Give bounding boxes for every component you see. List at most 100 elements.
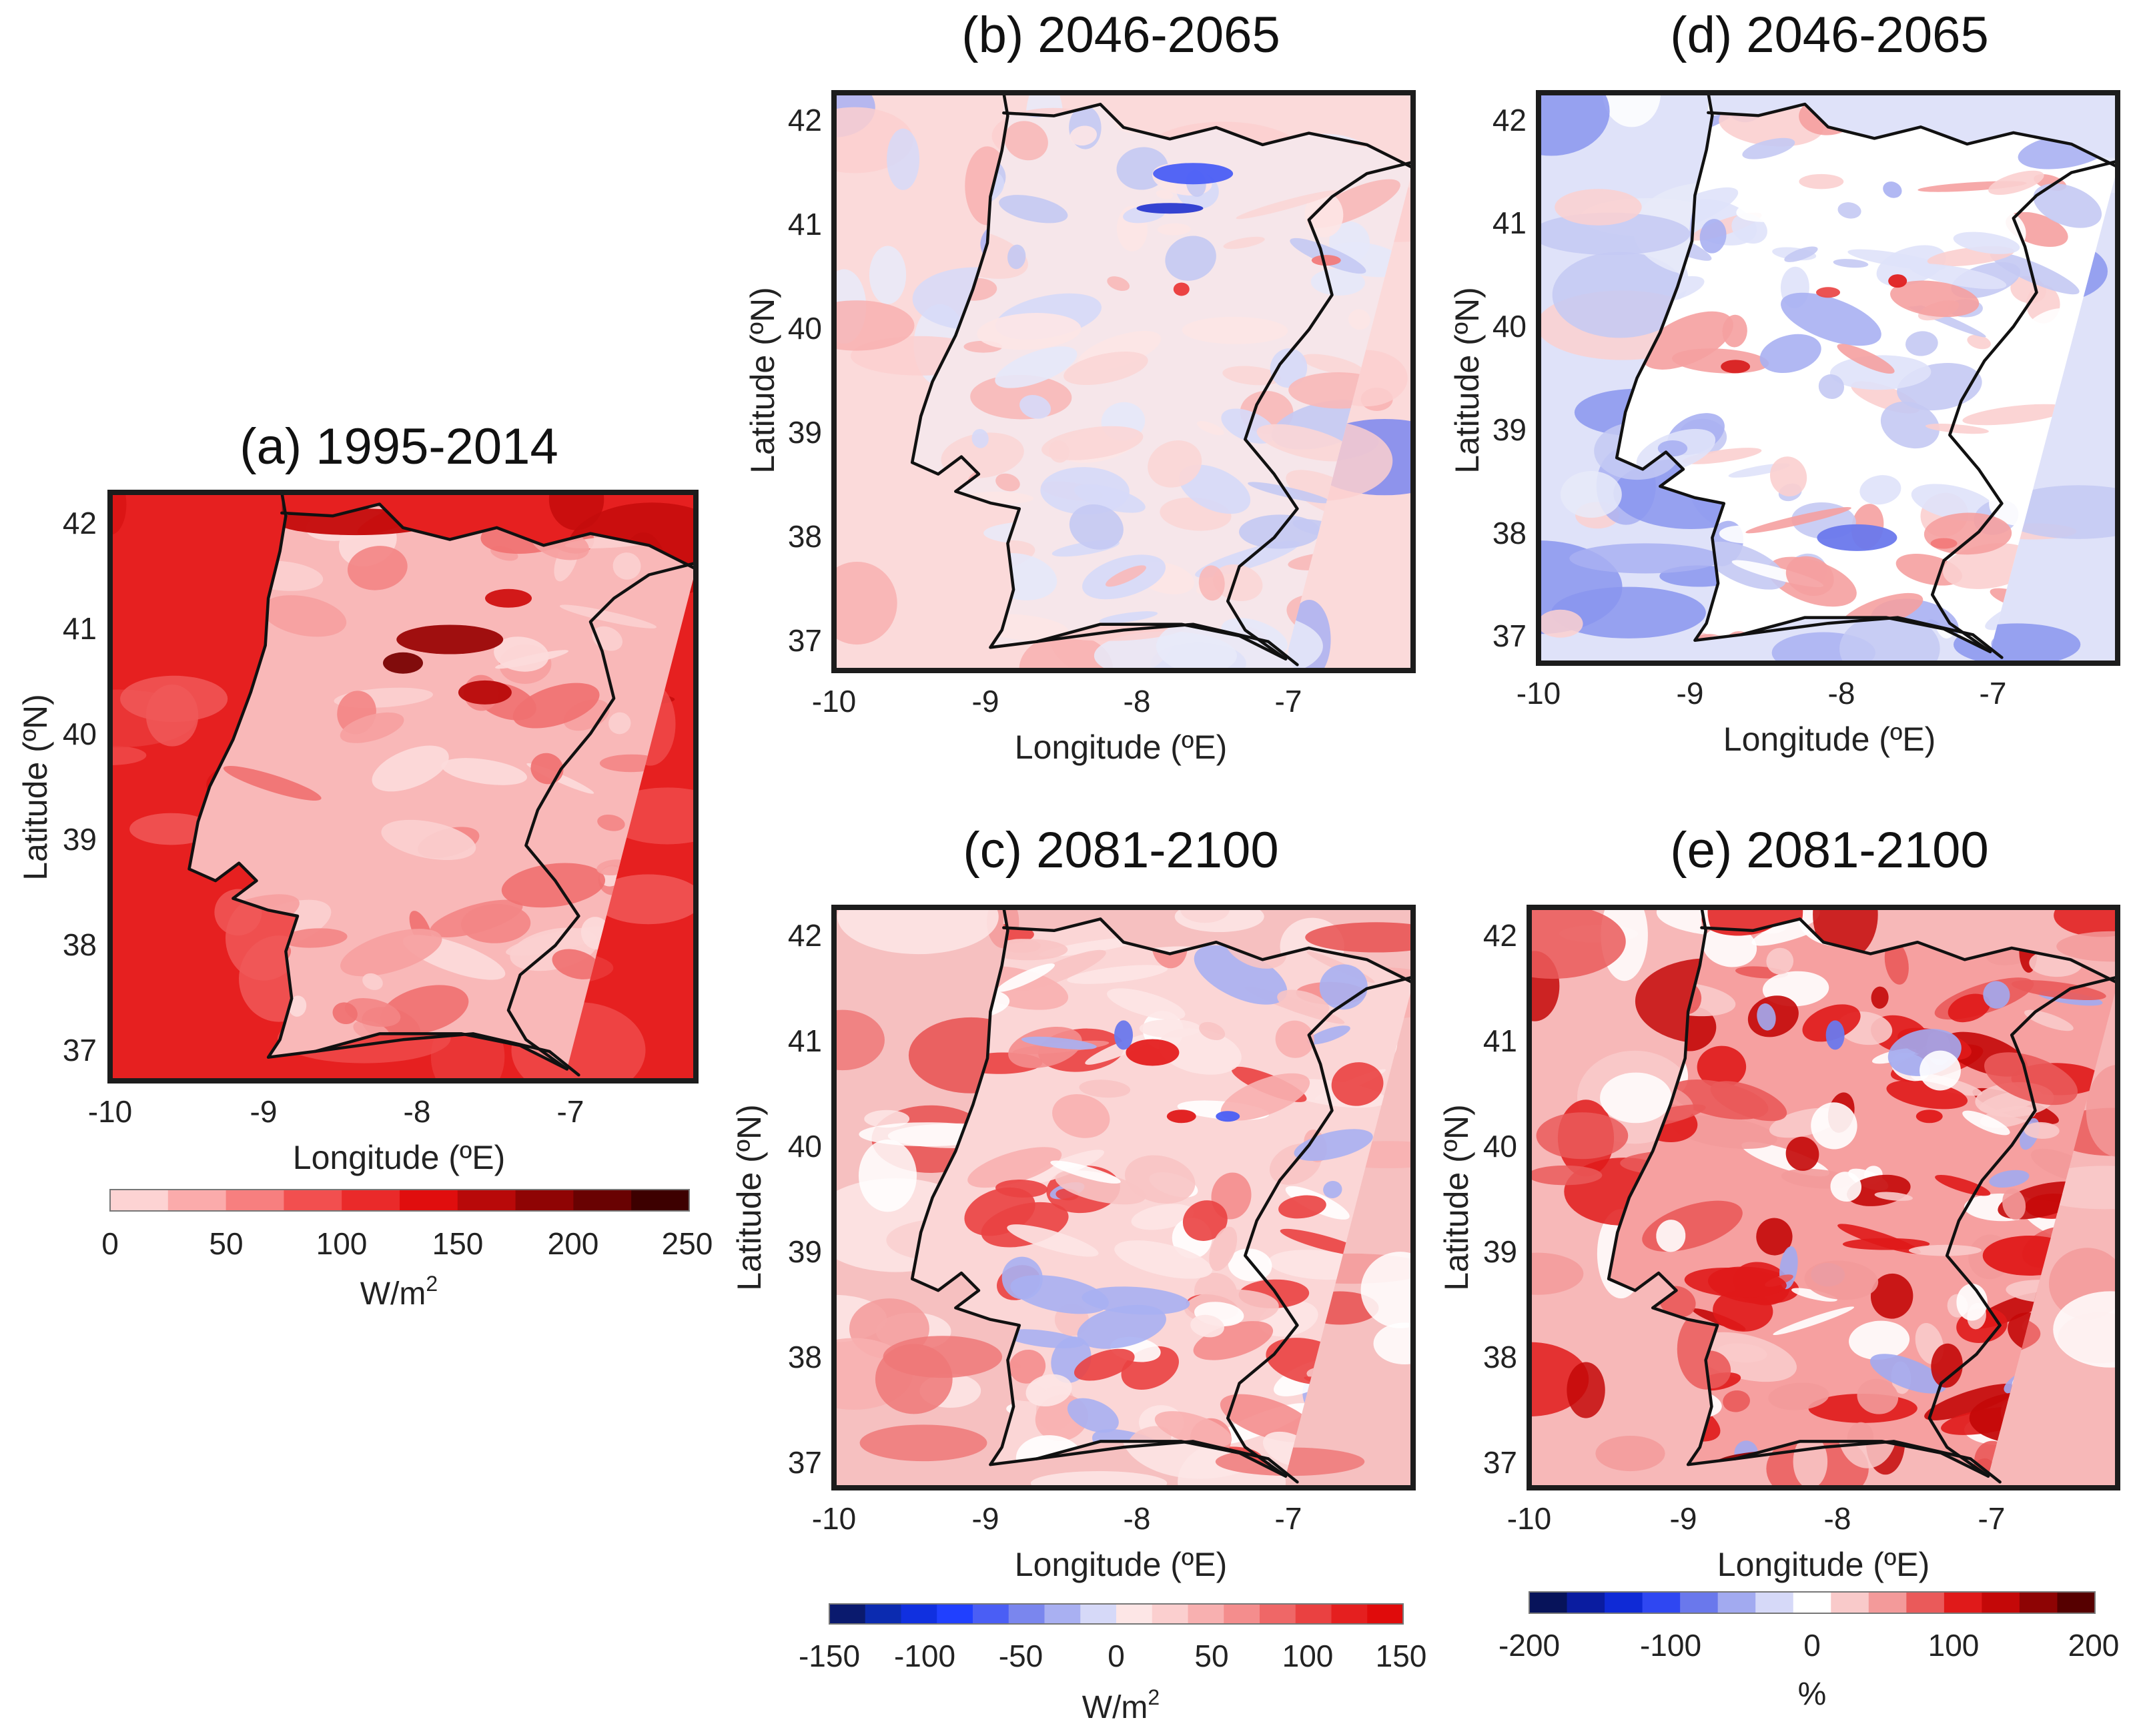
contour-patch bbox=[1656, 1220, 1686, 1252]
contour-patch bbox=[1990, 252, 2080, 295]
contour-patch bbox=[1307, 1025, 1350, 1045]
x-axis-label: Longitude (ºE) bbox=[1723, 721, 1936, 758]
colorbar-tick: -200 bbox=[1499, 1628, 1560, 1663]
colorbar-swatch bbox=[1567, 1592, 1605, 1613]
contour-patch bbox=[864, 1110, 910, 1128]
contour-patch bbox=[612, 552, 641, 580]
colorbar-swatch bbox=[2057, 1592, 2096, 1613]
colorbar-tick: -100 bbox=[1640, 1628, 1701, 1663]
contour-patch bbox=[1682, 448, 1762, 464]
y-axis-label: Latitude (ºN) bbox=[744, 287, 781, 474]
y-tick-label: 37 bbox=[788, 623, 822, 658]
colorbar-tick: -100 bbox=[894, 1639, 955, 1673]
contour-patch bbox=[1983, 981, 2010, 1009]
contour-field bbox=[110, 492, 696, 1081]
y-tick-label: 42 bbox=[788, 918, 822, 953]
colorbar-swatch bbox=[1152, 1604, 1189, 1624]
contour-patch bbox=[834, 300, 915, 351]
contour-patch bbox=[1781, 292, 1881, 346]
x-tick-label: -9 bbox=[1670, 1501, 1697, 1536]
contour-patch bbox=[995, 473, 1020, 492]
contour-patch bbox=[1672, 1115, 1777, 1150]
colorbar-tick: 100 bbox=[1928, 1628, 1980, 1663]
panel-title: (c) 2081-2100 bbox=[963, 822, 1278, 879]
contour-patch bbox=[1003, 1329, 1084, 1348]
contour-patch bbox=[441, 758, 528, 785]
y-tick-label: 37 bbox=[788, 1445, 822, 1480]
contour-patch bbox=[2024, 1122, 2060, 1139]
contour-patch bbox=[1641, 311, 1733, 370]
contour-patch bbox=[129, 813, 213, 845]
x-tick-label: -10 bbox=[88, 1094, 132, 1129]
colorbar-tick: 200 bbox=[2068, 1628, 2120, 1663]
contour-patch bbox=[1693, 138, 1784, 183]
map-frame bbox=[831, 90, 1416, 673]
contour-patch bbox=[1859, 475, 1901, 505]
contour-patch bbox=[340, 929, 442, 977]
contour-patch bbox=[997, 963, 1055, 992]
contour-patch bbox=[1830, 1172, 1862, 1202]
colorbar-tick: 250 bbox=[662, 1226, 713, 1261]
contour-patch bbox=[110, 745, 147, 765]
y-ticks: 42 41 40 39 38 37 bbox=[1492, 103, 1527, 653]
contour-patch bbox=[1529, 1252, 1584, 1295]
contour-patch bbox=[362, 973, 383, 990]
contour-patch bbox=[1698, 384, 1744, 398]
x-ticks: -10 -9 -8 -7 bbox=[812, 684, 1302, 719]
y-axis-label: Latitude (ºN) bbox=[1438, 1104, 1475, 1291]
contour-patch bbox=[1569, 543, 1721, 574]
contour-patch bbox=[883, 1336, 1003, 1378]
x-axis-label: Longitude (ºE) bbox=[1717, 1546, 1930, 1583]
y-tick-label: 37 bbox=[1492, 618, 1527, 653]
contour-patch bbox=[2011, 980, 2106, 1001]
contour-patch bbox=[1722, 314, 1747, 348]
colorbar-tick: 100 bbox=[1282, 1639, 1334, 1673]
x-tick-label: -8 bbox=[404, 1094, 431, 1129]
contour-patch bbox=[1874, 1192, 1913, 1201]
contour-patch bbox=[1220, 1073, 1310, 1121]
x-tick-label: -10 bbox=[1507, 1501, 1551, 1536]
y-tick-label: 40 bbox=[788, 1129, 822, 1164]
colorbar-swatch bbox=[515, 1190, 574, 1211]
contour-patch bbox=[1555, 189, 1642, 226]
colorbar-swatch bbox=[1044, 1604, 1081, 1624]
colorbar-swatch bbox=[829, 1604, 866, 1624]
contour-patch bbox=[1019, 395, 1051, 419]
contour-patch bbox=[837, 907, 999, 955]
colorbar-swatch bbox=[1605, 1592, 1643, 1613]
contour-patch bbox=[1009, 1349, 1046, 1384]
panel-b: (b) 2046-2065 42 41 40 39 38 37 -10 -9 -… bbox=[744, 7, 1416, 766]
x-ticks: -10 -9 -8 -7 bbox=[1517, 676, 2007, 711]
contour-patch bbox=[1529, 1165, 1603, 1186]
colorbar-tick: 50 bbox=[1194, 1639, 1228, 1673]
contour-patch bbox=[1256, 424, 1354, 462]
colorbar-tick: -50 bbox=[999, 1639, 1043, 1673]
y-tick-label: 40 bbox=[1492, 309, 1527, 344]
y-axis-label: Latitude (ºN) bbox=[1448, 287, 1486, 474]
x-axis-label: Longitude (ºE) bbox=[1015, 729, 1227, 766]
contour-patch bbox=[967, 1147, 1062, 1188]
contour-patch bbox=[1156, 189, 1174, 199]
contour-patch bbox=[1021, 1036, 1097, 1050]
contour-patch bbox=[1107, 988, 1186, 1020]
contour-patch bbox=[1984, 1052, 2078, 1106]
colorbar-swatch bbox=[1331, 1604, 1368, 1624]
contour-patch bbox=[1063, 351, 1148, 386]
contour-patch bbox=[495, 650, 569, 669]
border-line bbox=[280, 502, 696, 570]
contour-patch bbox=[1721, 360, 1751, 374]
contour-patch bbox=[1248, 482, 1330, 504]
contour-patch bbox=[1745, 507, 1851, 534]
contour-field bbox=[1539, 93, 2118, 663]
contour-patch bbox=[1222, 366, 1282, 386]
colorbar-swatch bbox=[1642, 1592, 1681, 1613]
coastline bbox=[314, 1032, 580, 1077]
map-frame bbox=[831, 905, 1416, 1490]
colorbar-outline bbox=[829, 1603, 1404, 1625]
contour-patch bbox=[458, 680, 512, 705]
y-ticks: 42 41 40 39 38 37 bbox=[788, 103, 822, 658]
contour-patch bbox=[1360, 1252, 1413, 1328]
y-tick-label: 39 bbox=[788, 1234, 822, 1269]
contour-patch bbox=[859, 1424, 987, 1462]
contour-patch bbox=[977, 313, 1082, 350]
